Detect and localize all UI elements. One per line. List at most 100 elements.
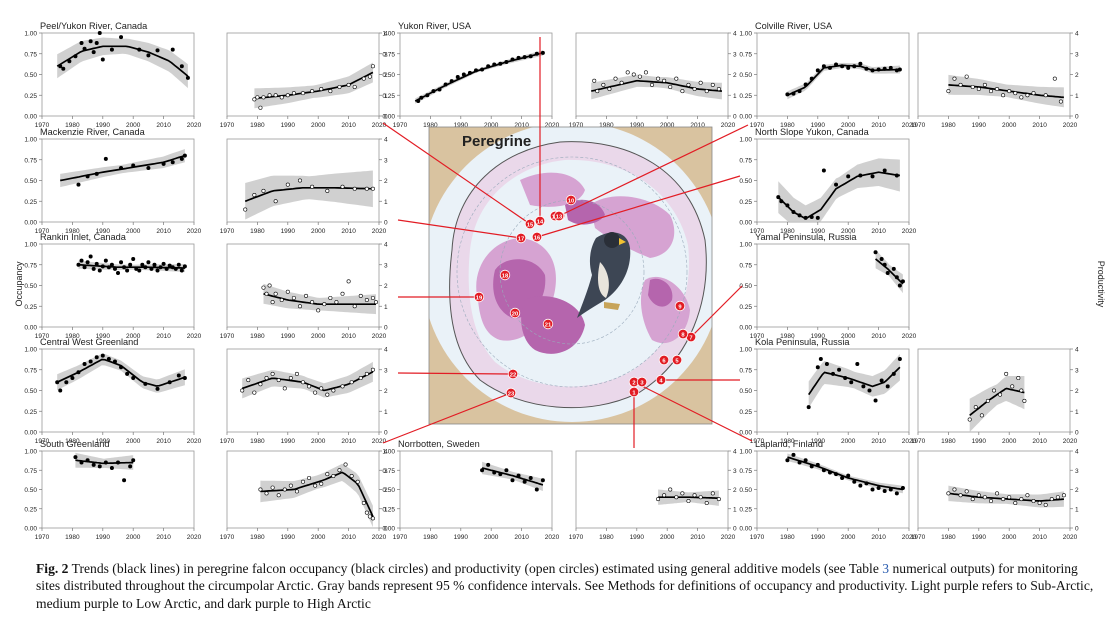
occupancy-point	[797, 89, 802, 94]
occupancy-point	[55, 380, 60, 385]
chart-panel: Yukon River, USA 0.00 0.25 0.50 0.75 1.00 1970…	[382, 21, 559, 129]
chart-panel: 0 1 2 3 4 1970 1980 1990 2000 2010 2020	[220, 137, 388, 236]
productivity-point	[346, 279, 351, 284]
productivity-point	[988, 499, 993, 504]
occupancy-point	[467, 70, 472, 75]
productivity-point	[319, 481, 324, 486]
ylabel-productivity: Productivity	[1096, 261, 1106, 308]
productivity-point	[258, 487, 263, 492]
occupancy-point	[179, 156, 184, 161]
plot-frame	[226, 243, 380, 328]
y-tick-label: 1.00	[739, 137, 752, 144]
x-tick-label: 1980	[780, 122, 795, 129]
occupancy-point	[882, 168, 887, 173]
site-marker-dot	[509, 307, 521, 319]
site-marker-label: 3	[640, 380, 644, 386]
occupancy-point	[492, 62, 497, 67]
occupancy-point	[128, 262, 133, 267]
occupancy-point	[827, 470, 832, 475]
caption-table-link[interactable]: 3	[882, 561, 890, 576]
y-tick-label: 2	[1075, 487, 1079, 494]
productivity-point	[982, 495, 987, 500]
occupancy-point	[510, 57, 515, 62]
site-connector-line	[633, 381, 753, 442]
occupancy-point	[492, 470, 497, 475]
productivity-point	[288, 483, 293, 488]
x-tick-label: 1980	[941, 534, 956, 540]
y-tick-label: 1	[1075, 506, 1079, 513]
x-tick-label: 1970	[35, 228, 50, 235]
x-tick-label: 2000	[126, 228, 141, 235]
y-tick-label: 1.00	[739, 242, 752, 249]
occupancy-point	[131, 458, 136, 463]
x-tick-label: 1970	[750, 122, 765, 129]
occupancy-point	[76, 262, 81, 267]
productivity-point	[976, 493, 981, 498]
higharctic-wrangel	[565, 199, 605, 225]
x-tick-label: 2010	[341, 534, 356, 540]
productivity-point	[1058, 99, 1063, 104]
productivity-point	[1043, 502, 1048, 507]
x-tick-label: 1980	[65, 534, 80, 540]
occupancy-point	[137, 268, 142, 273]
occupancy-point	[119, 166, 124, 171]
y-tick-label: 3	[1075, 367, 1079, 374]
occupancy-point	[891, 266, 896, 271]
productivity-point	[668, 487, 673, 492]
site-marker: 9	[674, 300, 686, 312]
x-tick-label: 2010	[1032, 438, 1047, 445]
occupancy-point	[73, 455, 78, 460]
x-tick-label: 1970	[569, 534, 584, 540]
x-tick-label: 2020	[902, 122, 917, 129]
x-tick-label: 2010	[514, 534, 529, 540]
occupancy-point	[815, 462, 820, 467]
site-marker: 8	[677, 328, 689, 340]
x-tick-label: 1980	[423, 534, 438, 540]
trend-line	[481, 467, 544, 486]
y-tick-label: 1.00	[382, 449, 395, 456]
productivity-point	[991, 388, 996, 393]
occupancy-point	[161, 161, 166, 166]
productivity-point	[625, 70, 630, 75]
y-tick-label: 3	[733, 51, 737, 58]
occupancy-point	[897, 283, 902, 288]
y-tick-label: 4	[384, 242, 388, 249]
y-tick-label: 0.75	[24, 468, 37, 475]
occupancy-point	[106, 356, 111, 361]
y-tick-label: 0	[1075, 430, 1079, 437]
site-marker-label: 18	[502, 273, 509, 279]
occupancy-point	[85, 458, 90, 463]
occupancy-point	[176, 262, 181, 267]
x-tick-label: 1970	[35, 534, 50, 540]
productivity-point	[252, 193, 257, 198]
productivity-point	[967, 417, 972, 422]
site-marker-dot	[524, 218, 536, 230]
occupancy-point	[837, 367, 842, 372]
productivity-point	[952, 487, 957, 492]
y-tick-label: 0.50	[739, 487, 752, 494]
productivity-point	[346, 82, 351, 87]
site-marker-dot	[677, 328, 689, 340]
occupancy-point	[179, 64, 184, 69]
productivity-point	[358, 376, 363, 381]
trend-line	[948, 492, 1064, 502]
x-tick-label: 1990	[972, 122, 987, 129]
y-tick-label: 0.50	[24, 388, 37, 395]
occupancy-point	[131, 376, 136, 381]
x-tick-label: 2000	[311, 534, 326, 540]
x-tick-label: 1990	[96, 333, 111, 340]
x-tick-label: 2000	[126, 333, 141, 340]
occupancy-point	[419, 95, 424, 100]
y-tick-label: 0.50	[24, 487, 37, 494]
x-tick-label: 1990	[811, 438, 826, 445]
occupancy-point	[91, 266, 96, 271]
site-marker-label: 4	[659, 378, 663, 384]
occupancy-point	[88, 359, 93, 364]
occupancy-point	[846, 65, 851, 70]
ci-band	[245, 170, 373, 220]
occupancy-point	[809, 464, 814, 469]
x-tick-label: 2020	[187, 228, 202, 235]
x-tick-label: 2020	[545, 534, 560, 540]
y-tick-label: 0.25	[24, 304, 37, 311]
productivity-point	[946, 491, 951, 496]
